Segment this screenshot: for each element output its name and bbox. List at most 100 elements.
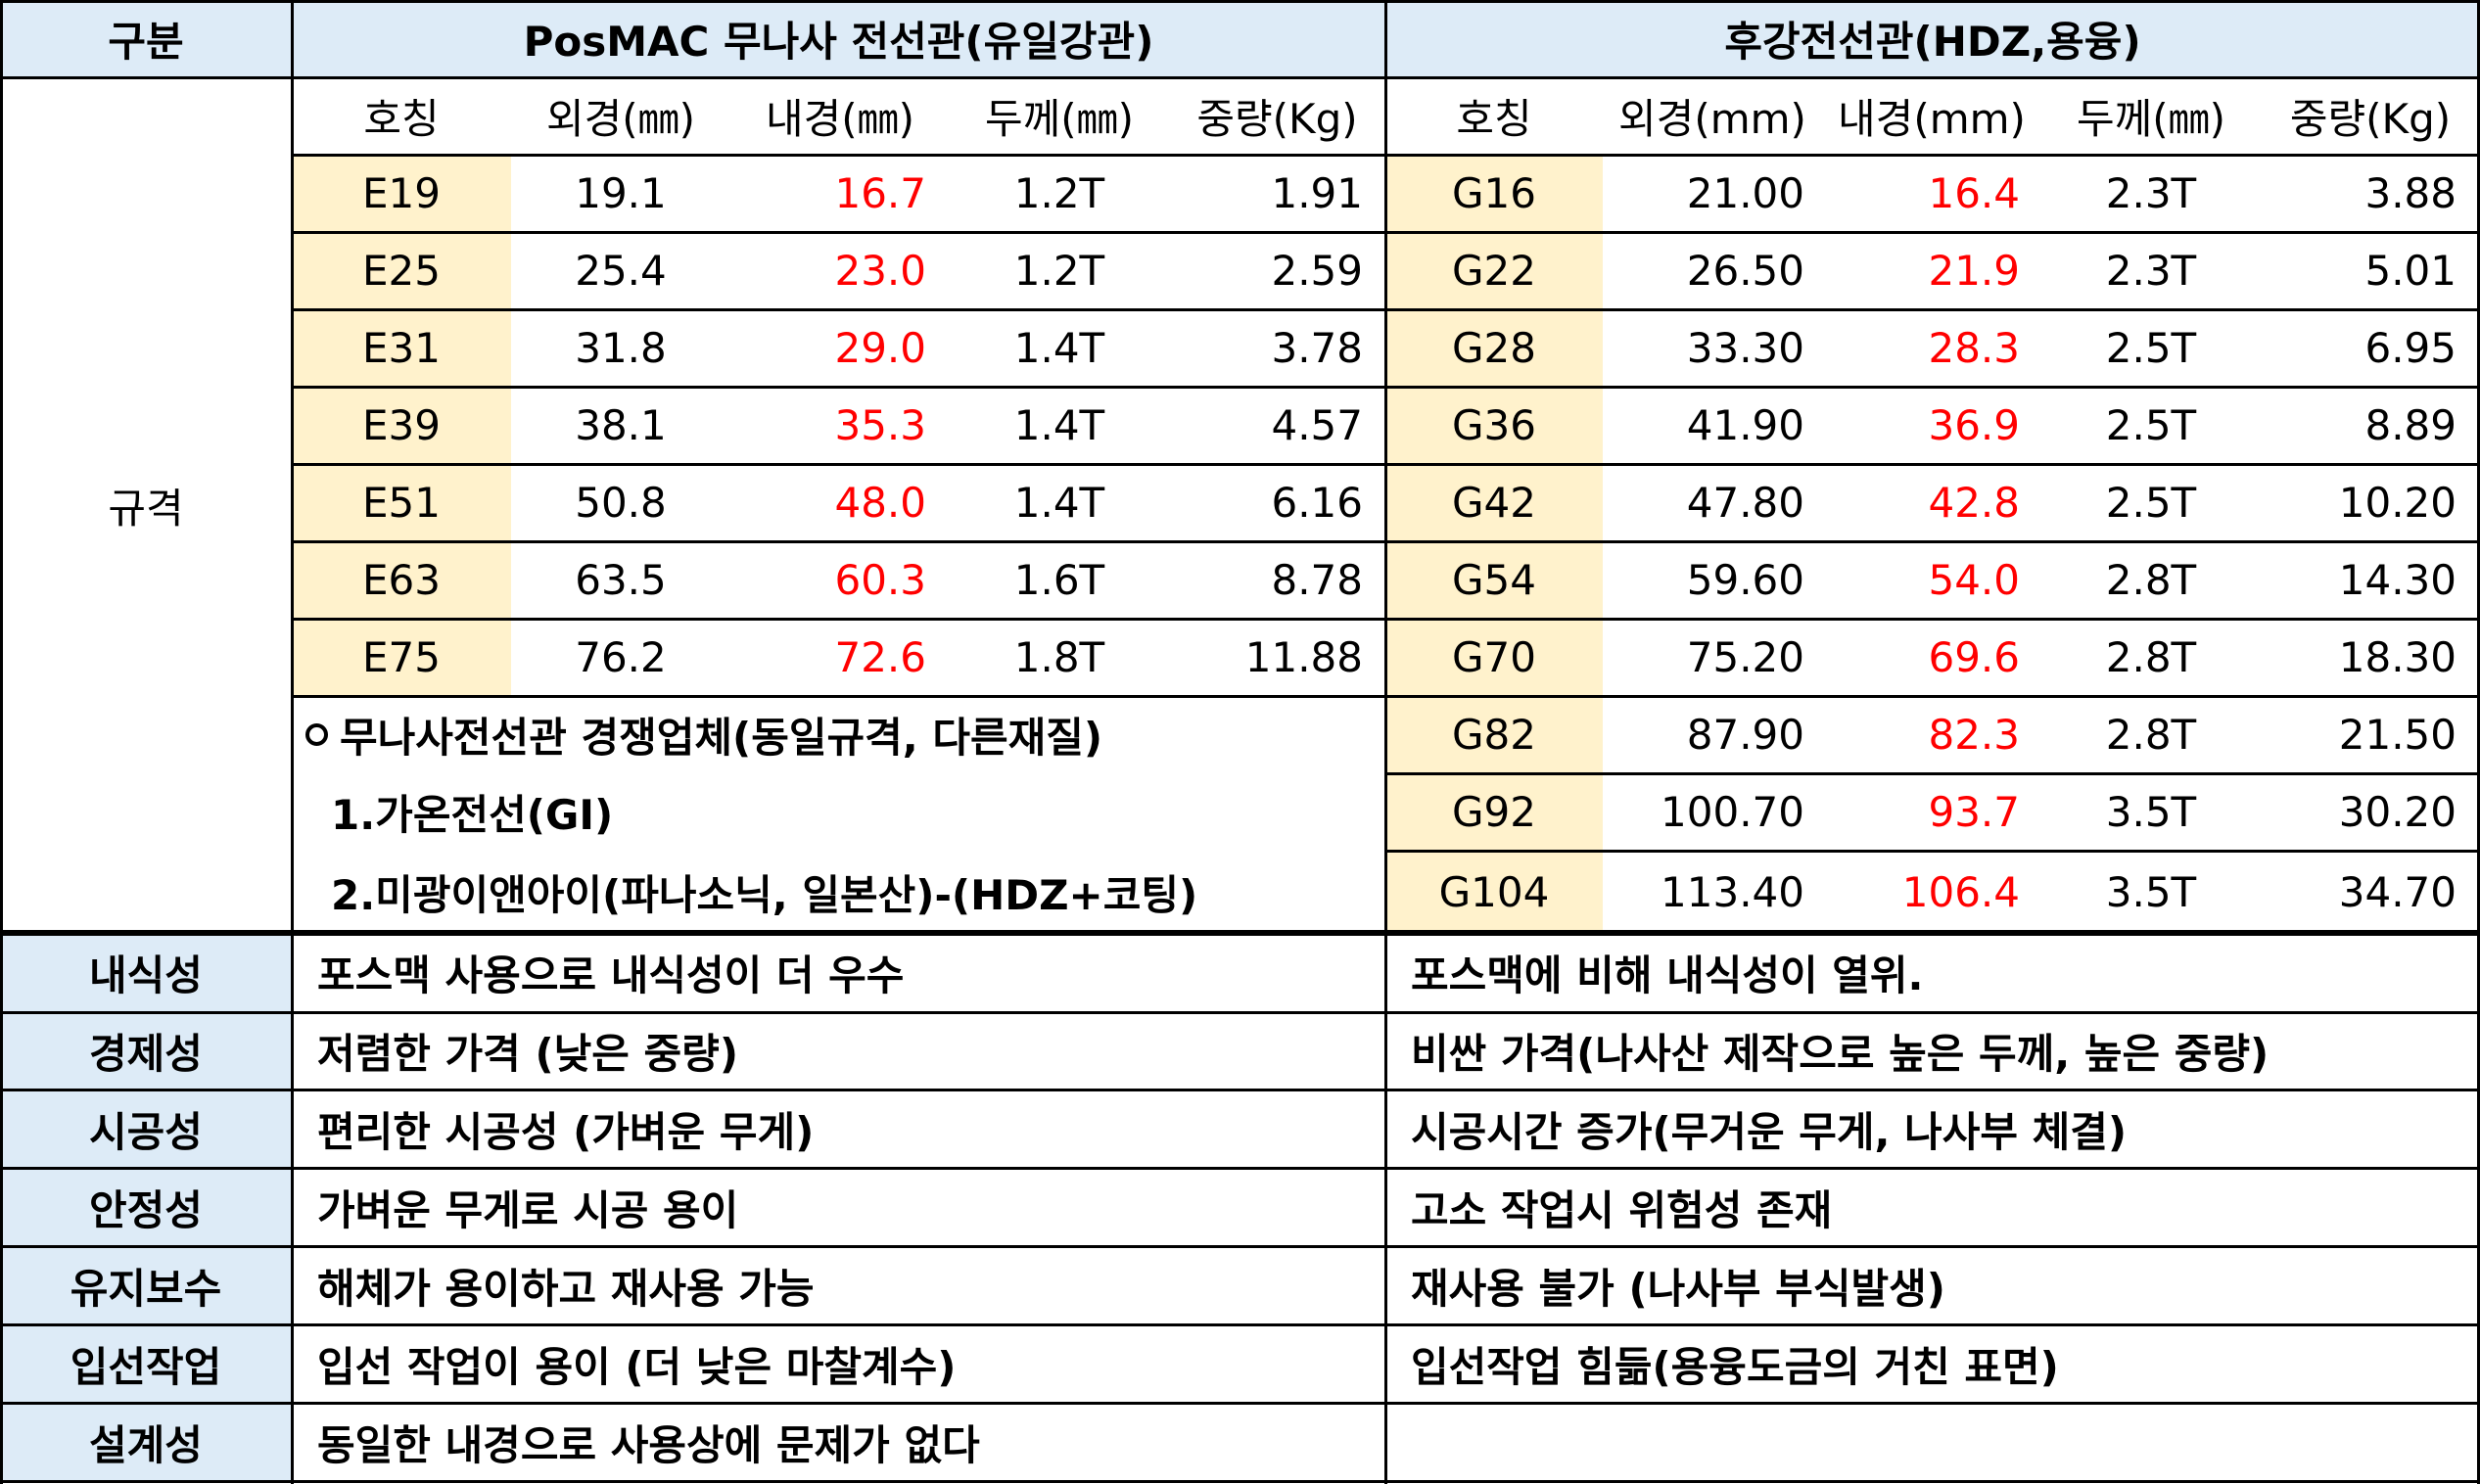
hdz-code: G16 (1385, 155, 1603, 232)
posmac-outer-diameter: 50.8 (575, 479, 667, 527)
comparison-label: 내식성 (0, 933, 292, 1012)
hdz-weight: 30.20 (2338, 788, 2457, 836)
comparison-hdz: 재사용 불가 (나사부 부식발생) (1411, 1264, 1945, 1313)
hdz-weight: 8.89 (2364, 401, 2457, 449)
hdz-col-outer-diameter: 외경(mm) (1618, 95, 1806, 143)
hdz-outer-diameter: 100.70 (1661, 788, 1804, 836)
hdz-thickness: 2.5T (2105, 479, 2197, 527)
hdz-inner-diameter: 106.4 (1901, 867, 2020, 916)
header-posmac-title: PosMAC 무나사 전선관(유일강관) (292, 0, 1385, 77)
hdz-outer-diameter: 26.50 (1686, 247, 1804, 295)
header-hdz-title: 후강전선관(HDZ,용융) (1385, 0, 2480, 77)
posmac-weight: 6.16 (1271, 479, 1363, 527)
grid-line (0, 0, 3, 1484)
grid-line (0, 76, 2480, 79)
hdz-outer-diameter: 75.20 (1686, 633, 1804, 681)
header-category: 구분 (0, 0, 292, 77)
circle-bullet-icon (305, 723, 328, 746)
hdz-thickness: 2.3T (2105, 247, 2197, 295)
grid-line (0, 1089, 2480, 1091)
posmac-weight: 2.59 (1271, 247, 1363, 295)
grid-line (0, 1167, 2480, 1170)
hdz-outer-diameter: 113.40 (1661, 867, 1804, 916)
grid-line (1385, 850, 2480, 853)
hdz-weight: 5.01 (2364, 247, 2457, 295)
hdz-weight: 3.88 (2364, 169, 2457, 217)
hdz-outer-diameter: 41.90 (1686, 401, 1804, 449)
hdz-thickness: 3.5T (2105, 867, 2197, 916)
comparison-posmac: 해체가 용이하고 재사용 가능 (317, 1264, 815, 1313)
hdz-code: G82 (1385, 696, 1603, 773)
hdz-weight: 34.70 (2338, 867, 2457, 916)
comparison-hdz: 고소 작업시 위험성 존재 (1411, 1185, 1833, 1234)
competitor-item-2: 2.미광이앤아이(파나소닉, 일본산)-(HDZ+코팅) (331, 870, 1198, 919)
spec-label: 규격 (108, 484, 184, 533)
comparison-posmac: 편리한 시공성 (가벼운 무게) (317, 1107, 815, 1156)
posmac-outer-diameter: 63.5 (575, 556, 667, 604)
hdz-thickness: 2.5T (2105, 401, 2197, 449)
posmac-thickness: 1.6T (1013, 556, 1105, 604)
hdz-outer-diameter: 87.90 (1686, 711, 1804, 759)
hdz-code: G42 (1385, 464, 1603, 541)
posmac-thickness: 1.2T (1013, 247, 1105, 295)
grid-line (0, 1323, 2480, 1326)
posmac-inner-diameter: 23.0 (834, 247, 926, 295)
comparison-label: 경제성 (0, 1012, 292, 1090)
posmac-inner-diameter: 48.0 (834, 479, 926, 527)
posmac-thickness: 1.8T (1013, 633, 1105, 681)
hdz-col-thickness: 두께(㎜) (2076, 95, 2226, 143)
posmac-thickness: 1.4T (1013, 479, 1105, 527)
posmac-weight: 8.78 (1271, 556, 1363, 604)
posmac-code: E25 (292, 232, 511, 309)
grid-line (0, 0, 2480, 3)
hdz-inner-diameter: 36.9 (1928, 401, 2020, 449)
hdz-code: G28 (1385, 309, 1603, 387)
comparison-label: 시공성 (0, 1090, 292, 1168)
posmac-col-outer-diameter: 외경(㎜) (545, 95, 696, 143)
posmac-col-thickness: 두께(㎜) (984, 95, 1135, 143)
hdz-thickness: 2.8T (2105, 556, 2197, 604)
hdz-outer-diameter: 33.30 (1686, 324, 1804, 372)
hdz-col-weight: 중량(Kg) (2289, 95, 2452, 143)
posmac-outer-diameter: 38.1 (575, 401, 667, 449)
comparison-hdz: 시공시간 증가(무거운 무게, 나사부 체결) (1411, 1107, 2128, 1156)
hdz-inner-diameter: 54.0 (1928, 556, 2020, 604)
hdz-col-inner-diameter: 내경(mm) (1838, 95, 2026, 143)
hdz-weight: 10.20 (2338, 479, 2457, 527)
posmac-code: E75 (292, 619, 511, 696)
grid-line (0, 1011, 2480, 1014)
comparison-posmac: 가벼운 무게로 시공 용이 (317, 1185, 739, 1234)
posmac-outer-diameter: 76.2 (575, 633, 667, 681)
comparison-posmac: 포스맥 사용으로 내식성이 더 우수 (317, 951, 905, 999)
hdz-code: G36 (1385, 387, 1603, 464)
posmac-outer-diameter: 31.8 (575, 324, 667, 372)
hdz-code: G104 (1385, 851, 1603, 933)
hdz-weight: 6.95 (2364, 324, 2457, 372)
hdz-weight: 18.30 (2338, 633, 2457, 681)
hdz-inner-diameter: 16.4 (1928, 169, 2020, 217)
posmac-code: E39 (292, 387, 511, 464)
hdz-weight: 14.30 (2338, 556, 2457, 604)
hdz-weight: 21.50 (2338, 711, 2457, 759)
comparison-hdz: 입선작업 힘듦(용융도금의 거친 표면) (1411, 1342, 2059, 1391)
grid-line (1384, 0, 1387, 1484)
comparison-posmac: 저렴한 가격 (낮은 중량) (317, 1030, 739, 1078)
grid-line (0, 1480, 2480, 1483)
posmac-col-code: 호칭 (363, 95, 440, 143)
posmac-inner-diameter: 16.7 (834, 169, 926, 217)
posmac-weight: 11.88 (1244, 633, 1363, 681)
hdz-thickness: 3.5T (2105, 788, 2197, 836)
grid-line (291, 0, 294, 1484)
hdz-inner-diameter: 93.7 (1928, 788, 2020, 836)
hdz-inner-diameter: 42.8 (1928, 479, 2020, 527)
posmac-outer-diameter: 19.1 (575, 169, 667, 217)
comparison-posmac: 동일한 내경으로 사용상에 문제가 없다 (317, 1420, 980, 1469)
hdz-inner-diameter: 69.6 (1928, 633, 2020, 681)
posmac-inner-diameter: 60.3 (834, 556, 926, 604)
comparison-posmac: 입선 작업이 용이 (더 낮은 마찰계수) (317, 1342, 957, 1391)
competitor-item-1: 1.가온전선(GI) (331, 791, 614, 839)
comparison-label: 안정성 (0, 1168, 292, 1246)
grid-line (2477, 0, 2480, 1484)
hdz-thickness: 2.3T (2105, 169, 2197, 217)
